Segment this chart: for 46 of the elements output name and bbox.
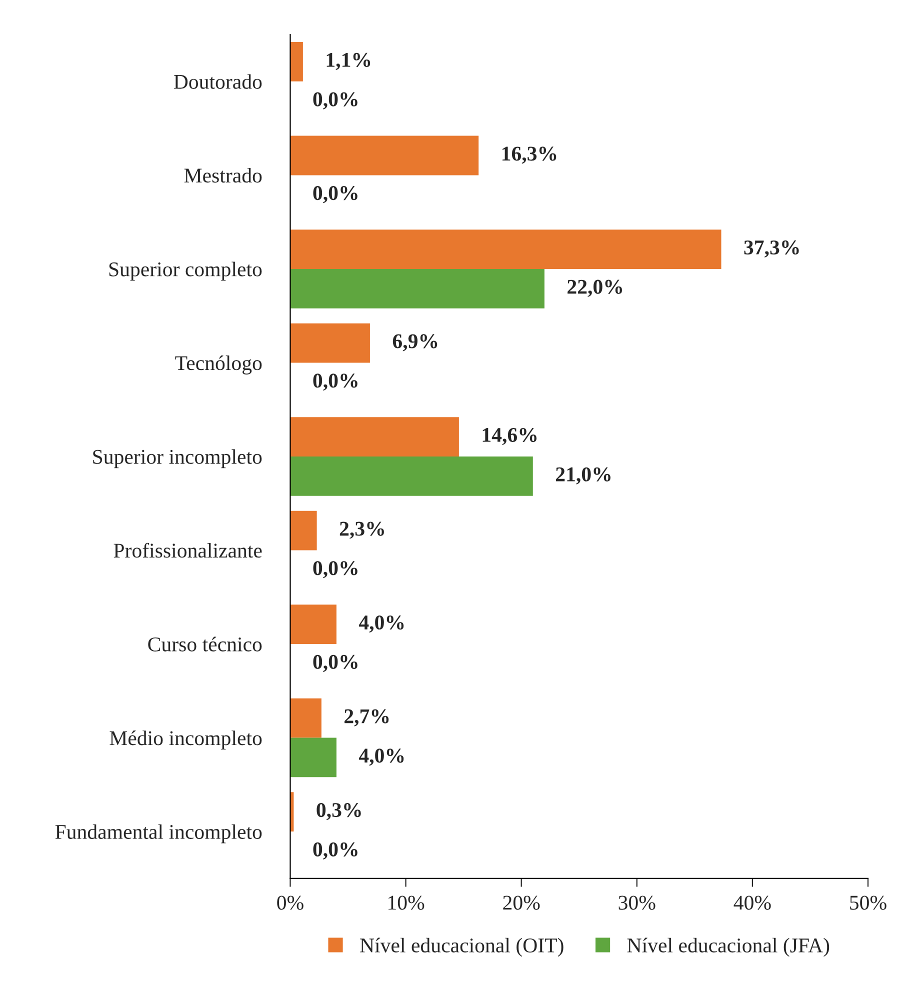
- legend-label: Nível educacional (JFA): [627, 938, 830, 957]
- data-label: 22,0%: [568, 280, 622, 297]
- legend-label: Nível educacional (OIT): [360, 938, 564, 957]
- y-tick-label: Profissionalizante: [114, 542, 262, 558]
- y-tick-label: Mestrado: [184, 168, 262, 183]
- data-label: 16,3%: [502, 146, 556, 164]
- data-label: 0,0%: [313, 374, 358, 391]
- data-label: 0,0%: [313, 842, 358, 860]
- bar: [290, 268, 544, 308]
- y-tick-label: Doutorado: [174, 74, 262, 89]
- bar: [290, 510, 317, 550]
- bar: [290, 738, 336, 778]
- x-tick-label: 30%: [618, 896, 656, 910]
- data-label: 37,3%: [744, 240, 799, 258]
- bar: [290, 456, 533, 496]
- y-tick-label: Superior completo: [109, 262, 262, 281]
- data-label: 1,1%: [326, 52, 370, 70]
- bar: [290, 604, 336, 644]
- y-tick-label: Fundamental incompleto: [55, 824, 262, 844]
- x-tick-label: 50%: [850, 896, 886, 910]
- data-label: 0,0%: [313, 186, 358, 204]
- data-label: 4,0%: [358, 748, 404, 766]
- bar: [290, 698, 322, 738]
- bar: [290, 417, 459, 456]
- data-label: 0,0%: [313, 561, 358, 578]
- data-label: 0,0%: [313, 92, 358, 110]
- y-tick-label: Curso técnico: [148, 636, 262, 652]
- x-tick-label: 40%: [734, 896, 771, 910]
- data-label: 4,0%: [358, 615, 404, 633]
- data-label: 21,0%: [556, 467, 610, 484]
- data-label: 6,9%: [392, 334, 438, 352]
- x-tick-label: 10%: [388, 896, 424, 910]
- y-tick-label: Médio incompleto: [110, 730, 262, 750]
- data-label: 2,7%: [344, 709, 389, 726]
- data-label: 14,6%: [482, 428, 537, 446]
- bar: [290, 323, 370, 363]
- bar: [290, 136, 479, 176]
- data-label: 0,0%: [313, 654, 358, 672]
- x-tick-label: 0%: [277, 896, 304, 910]
- bar: [290, 230, 722, 269]
- data-label: 0,3%: [316, 803, 361, 820]
- y-tick-label: Tecnólogo: [175, 355, 262, 374]
- data-label: 2,3%: [340, 522, 384, 539]
- y-tick-label: Superior incompleto: [93, 449, 262, 468]
- bar: [290, 42, 303, 82]
- x-tick-label: 20%: [503, 896, 540, 910]
